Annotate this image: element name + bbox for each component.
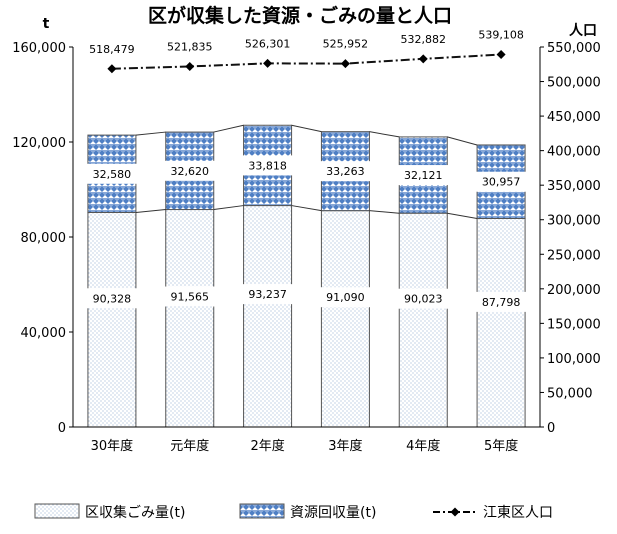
right-tick-label-9: 450,000	[547, 110, 601, 125]
right-tick-label-5: 250,000	[547, 248, 601, 263]
right-tick-label-8: 400,000	[547, 145, 601, 160]
label-resource-0: 32,580	[93, 168, 132, 181]
population-line-group	[107, 50, 506, 74]
bar-waste-5	[476, 217, 526, 428]
label-waste-5: 87,798	[482, 296, 521, 309]
population-point-3	[340, 59, 350, 69]
legend: 区収集ごみ量(t) 資源回収量(t) 江東区人口	[34, 503, 553, 521]
x-tick-label-0: 30年度	[91, 438, 134, 454]
right-tick-label-0: 0	[547, 421, 555, 436]
axes-group: 0 40,000 80,000 120,000 160,000 0 50,000 100,00…	[12, 41, 601, 454]
legend-label-population: 江東区人口	[483, 505, 553, 521]
legend-label-resource: 資源回収量(t)	[290, 505, 376, 521]
connector-waste-1	[213, 205, 244, 211]
x-tick-label-3: 3年度	[328, 438, 362, 454]
label-population-4: 532,882	[401, 33, 447, 46]
population-line	[111, 53, 502, 70]
label-resource-3: 33,263	[326, 165, 365, 178]
population-point-5	[496, 50, 506, 60]
left-tick-label-4: 160,000	[12, 41, 66, 56]
x-tick-label-2: 2年度	[250, 438, 284, 454]
right-axis-unit: 人口	[569, 22, 597, 39]
label-resource-3-bg	[318, 161, 373, 182]
label-resource-2-bg	[240, 155, 295, 176]
right-tick-label-6: 300,000	[547, 214, 601, 229]
bar-waste-1	[165, 209, 215, 428]
connector-total-1	[213, 124, 244, 133]
label-waste-0-bg	[84, 288, 139, 309]
label-resource-1-bg	[162, 160, 217, 181]
right-tick-label-1: 50,000	[547, 386, 593, 401]
label-resource-1: 32,620	[171, 165, 210, 178]
connector-waste-3	[369, 210, 400, 214]
right-tick-label-7: 350,000	[547, 179, 601, 194]
x-tick-label-5: 5年度	[484, 438, 518, 454]
connector-total-4	[447, 136, 478, 146]
left-axis-unit: t	[43, 16, 50, 32]
x-tick-label-4: 4年度	[406, 438, 440, 454]
label-resource-2: 33,818	[248, 159, 287, 172]
bar-waste-4	[398, 212, 448, 428]
label-population-2: 526,301	[245, 37, 291, 50]
label-waste-3-bg	[318, 287, 373, 308]
population-point-4	[418, 54, 428, 64]
legend-swatch-resource	[239, 503, 285, 519]
legend-marker-population	[450, 507, 460, 517]
population-point-0	[107, 64, 117, 74]
left-tick-label-2: 80,000	[21, 231, 67, 246]
left-tick-label-1: 40,000	[21, 326, 67, 341]
population-point-2	[263, 58, 273, 68]
label-waste-0: 90,328	[93, 292, 132, 305]
label-waste-1-bg	[162, 286, 217, 307]
chart-title: 区が収集した資源・ごみの量と人口	[148, 4, 452, 27]
label-resource-0-bg	[84, 163, 139, 184]
left-tick-label-3: 120,000	[12, 136, 66, 151]
connector-total-2	[291, 124, 322, 133]
connector-waste-2	[291, 205, 322, 212]
left-tick-label-0: 0	[58, 421, 66, 436]
label-population-5: 539,108	[478, 29, 524, 42]
data-labels-group: 90,328 32,580 518,479 91,565 32,620 521,835 93…	[84, 29, 529, 312]
bar-waste-3	[320, 210, 370, 428]
bar-waste-0	[87, 211, 137, 428]
connector-waste-4	[447, 212, 478, 219]
label-waste-1: 91,565	[171, 291, 210, 304]
connector-total-0	[135, 131, 166, 136]
population-point-1	[185, 61, 195, 71]
label-resource-5: 30,957	[482, 176, 521, 189]
right-tick-label-4: 200,000	[547, 283, 601, 298]
legend-label-waste: 区収集ごみ量(t)	[85, 504, 185, 521]
right-tick-label-11: 550,000	[547, 41, 601, 56]
label-waste-4: 90,023	[404, 293, 443, 306]
label-waste-4-bg	[396, 288, 451, 309]
label-waste-2-bg	[240, 284, 295, 305]
label-population-0: 518,479	[89, 43, 135, 56]
label-population-1: 521,835	[167, 40, 213, 53]
label-resource-4-bg	[396, 165, 451, 186]
label-resource-4: 32,121	[404, 169, 443, 182]
label-population-3: 525,952	[323, 38, 369, 51]
bar-waste-2	[243, 205, 293, 428]
x-tick-label-1: 元年度	[170, 438, 209, 454]
legend-swatch-waste	[34, 503, 80, 519]
label-waste-3: 91,090	[326, 291, 365, 304]
connector-waste-0	[135, 209, 166, 213]
right-tick-label-2: 100,000	[547, 352, 601, 367]
bar-group	[87, 124, 526, 428]
right-tick-label-10: 500,000	[547, 76, 601, 91]
right-tick-label-3: 150,000	[547, 317, 601, 332]
label-resource-5-bg	[474, 171, 529, 192]
bar-connector-lines	[135, 124, 478, 219]
connector-total-3	[369, 131, 400, 138]
label-waste-5-bg	[474, 291, 529, 312]
label-waste-2: 93,237	[248, 288, 287, 301]
